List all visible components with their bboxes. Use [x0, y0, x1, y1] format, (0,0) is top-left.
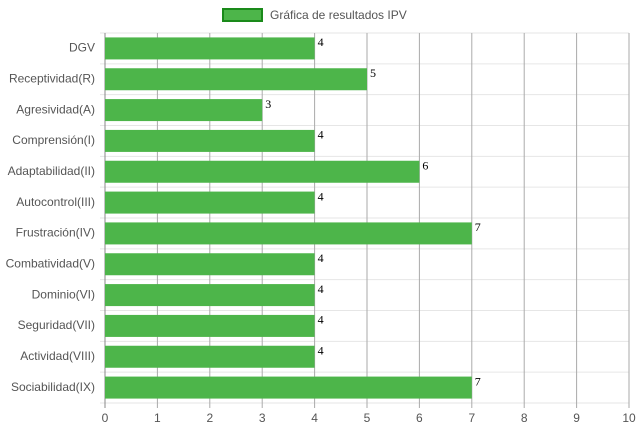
- bar: [105, 253, 315, 276]
- bar: [105, 345, 315, 368]
- x-tick-label: 6: [416, 411, 423, 425]
- y-tick-label: Adaptabilidad(II): [8, 164, 95, 178]
- bar: [105, 314, 315, 337]
- x-tick-label: 9: [573, 411, 580, 425]
- bar: [105, 191, 315, 214]
- y-tick-label: Autocontrol(III): [16, 195, 95, 209]
- bar: [105, 160, 420, 183]
- bar: [105, 68, 367, 91]
- x-tick-label: 5: [364, 411, 371, 425]
- y-tick-label: Sociabilidad(IX): [11, 380, 95, 394]
- y-tick-label: Comprensión(I): [12, 133, 95, 147]
- bar: [105, 376, 472, 399]
- x-tick-label: 10: [622, 411, 636, 425]
- bar: [105, 222, 472, 245]
- y-tick-label: Agresividad(A): [16, 102, 95, 116]
- value-label: 4: [318, 189, 324, 203]
- y-tick-label: Dominio(VI): [32, 287, 95, 301]
- value-label: 7: [475, 374, 481, 388]
- y-tick-label: Seguridad(VII): [18, 318, 95, 332]
- bar: [105, 37, 315, 60]
- bar: [105, 99, 263, 122]
- y-tick-label: Actividad(VIII): [20, 349, 95, 363]
- y-tick-label: Receptividad(R): [9, 71, 95, 85]
- x-tick-label: 0: [102, 411, 109, 425]
- x-tick-label: 2: [206, 411, 213, 425]
- y-tick-label: Frustración(IV): [16, 226, 95, 240]
- value-label: 5: [370, 66, 376, 80]
- value-label: 4: [318, 35, 324, 49]
- legend-swatch: [222, 8, 263, 22]
- x-tick-label: 1: [154, 411, 161, 425]
- value-label: 6: [422, 159, 428, 173]
- x-tick-label: 7: [468, 411, 475, 425]
- bar: [105, 129, 315, 152]
- value-label: 4: [318, 251, 324, 265]
- y-tick-label: DGV: [69, 41, 95, 55]
- value-label: 3: [265, 97, 271, 111]
- legend-label: Gráfica de resultados IPV: [270, 8, 407, 22]
- x-tick-label: 8: [521, 411, 528, 425]
- y-tick-label: Combatividad(V): [6, 256, 95, 270]
- value-label: 4: [318, 313, 324, 327]
- x-tick-label: 3: [259, 411, 266, 425]
- value-label: 4: [318, 344, 324, 358]
- value-label: 7: [475, 220, 481, 234]
- value-label: 4: [318, 282, 324, 296]
- value-label: 4: [318, 128, 324, 142]
- bar: [105, 284, 315, 307]
- x-tick-label: 4: [311, 411, 318, 425]
